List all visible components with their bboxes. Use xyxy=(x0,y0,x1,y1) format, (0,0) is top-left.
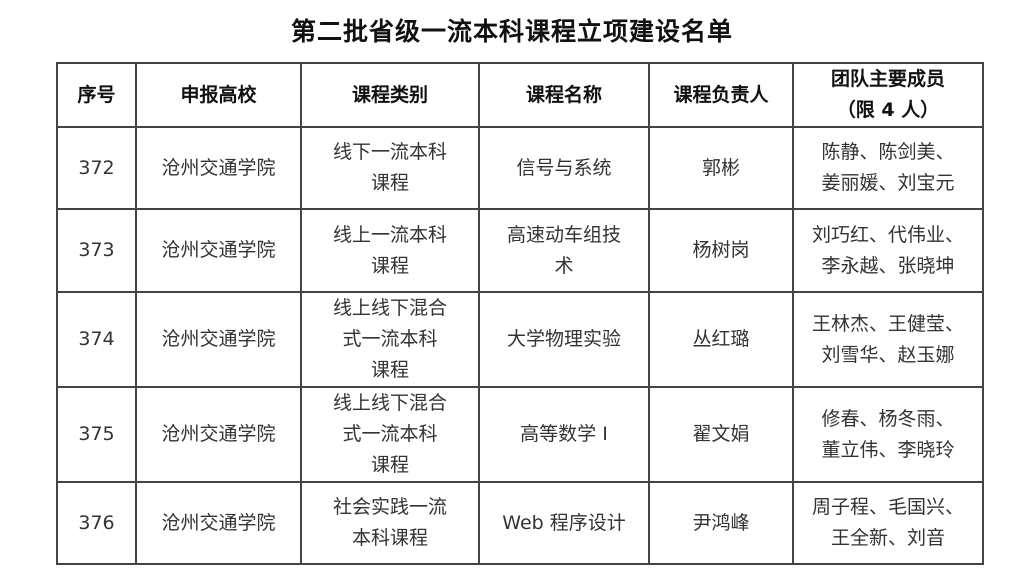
cell-category-line: 课程 xyxy=(370,454,409,476)
cell-course: Web 程序设计 xyxy=(478,481,650,565)
table-row: 375 沧州交通学院 线上线下混合 式一流本科 课程 高等数学 I 翟文娟 修春、杨冬雨、 董立… xyxy=(56,386,984,483)
cell-no: 372 xyxy=(56,126,137,210)
cell-school: 沧州交通学院 xyxy=(135,126,302,210)
cell-category-line: 课程 xyxy=(370,254,409,277)
cell-category: 线上一流本科 课程 xyxy=(300,208,480,293)
cell-category-line: 式一流本科 xyxy=(342,328,438,350)
table-header-row: 序号 申报高校 课程类别 课程名称 课程负责人 团队主要成员 （限 4 人） xyxy=(56,62,984,128)
header-category: 课程类别 xyxy=(300,62,480,128)
cell-course-line: 大学物理实验 xyxy=(506,328,621,350)
cell-category-line: 线上一流本科 xyxy=(332,223,447,246)
cell-course-line: 信号与系统 xyxy=(516,156,612,179)
cell-course-line: 术 xyxy=(554,254,574,277)
table-row: 374 沧州交通学院 线上线下混合 式一流本科 课程 大学物理实验 丛红璐 王林杰、王健莹、刘… xyxy=(56,291,984,388)
cell-school: 沧州交通学院 xyxy=(135,386,302,483)
cell-course-line: 高等数学 I xyxy=(520,423,608,445)
cell-members-line: 董立伟、李晓玲 xyxy=(821,438,955,461)
header-school: 申报高校 xyxy=(135,62,302,128)
cell-members-line: 王林杰、王健莹、 xyxy=(811,312,964,335)
cell-school: 沧州交通学院 xyxy=(135,481,302,565)
cell-leader: 杨树岗 xyxy=(648,208,794,293)
cell-members: 周子程、毛国兴、 王全新、刘音 xyxy=(792,481,984,565)
cell-school: 沧州交通学院 xyxy=(135,291,302,388)
document-title: 第二批省级一流本科课程立项建设名单 xyxy=(290,17,733,46)
cell-members-line: 周子程、毛国兴、 xyxy=(811,496,964,518)
cell-members: 王林杰、王健莹、 刘雪华、赵玉娜 xyxy=(792,291,984,388)
cell-school: 沧州交通学院 xyxy=(135,208,302,293)
cell-members-line: 刘巧红、代伟业、 xyxy=(811,223,964,246)
cell-leader: 丛红璐 xyxy=(648,291,794,388)
cell-category: 社会实践一流 本科课程 xyxy=(300,481,480,565)
cell-category-line: 线上线下混合 xyxy=(332,392,447,414)
cell-category-line: 式一流本科 xyxy=(342,423,438,445)
cell-members-line: 姜丽媛、刘宝元 xyxy=(821,172,955,194)
cell-course-line: 高速动车组技 xyxy=(506,223,621,246)
cell-members-line: 修春、杨冬雨、 xyxy=(821,407,955,430)
cell-members: 陈静、陈剑美、 姜丽媛、刘宝元 xyxy=(792,126,984,210)
cell-category-line: 线上线下混合 xyxy=(332,297,447,319)
cell-category: 线上线下混合 式一流本科课程 xyxy=(300,291,480,388)
cell-members: 刘巧红、代伟业、 李永越、张晓坤 xyxy=(792,208,984,293)
cell-no: 375 xyxy=(56,386,137,483)
cell-category-line: 线下一流本科 xyxy=(332,141,447,163)
cell-category-line: 本科课程 xyxy=(351,527,428,549)
header-members-line: 团队主要成员 xyxy=(830,68,945,90)
cell-category-line: 社会实践一流 xyxy=(332,496,447,518)
header-members: 团队主要成员 （限 4 人） xyxy=(792,62,984,128)
cell-category-line: 课程 xyxy=(370,172,409,194)
table-row: 373 沧州交通学院 线上一流本科 课程 高速动车组技术杨树岗 刘巧红、代伟业、 李永越、张… xyxy=(56,208,984,293)
table-row: 372 沧州交通学院 线下一流本科 课程 信号与系统 郭彬 陈静、陈剑美、 姜丽媛、刘宝元 xyxy=(56,126,984,210)
course-table: 序号 申报高校 课程类别 课程名称 课程负责人 团队主要成员 （限 4 人） 37… xyxy=(56,62,984,565)
cell-members-line: 李永越、张晓坤 xyxy=(821,254,955,277)
cell-no: 374 xyxy=(56,291,137,388)
cell-category: 线下一流本科 课程 xyxy=(300,126,480,210)
cell-leader: 尹鸿峰 xyxy=(648,481,794,565)
cell-course: 高速动车组技术 xyxy=(478,208,650,293)
table-row: 376 沧州交通学院 社会实践一流 本科课程 Web 程序设计 尹鸿峰 周子程、毛国兴、 王全… xyxy=(56,481,984,565)
cell-members-line: 刘雪华、赵玉娜 xyxy=(821,343,955,366)
cell-course: 大学物理实验 xyxy=(478,291,650,388)
cell-course: 信号与系统 xyxy=(478,126,650,210)
cell-course: 高等数学 I xyxy=(478,386,650,483)
header-no: 序号 xyxy=(56,62,137,128)
header-course: 课程名称 xyxy=(478,62,650,128)
cell-leader: 郭彬 xyxy=(648,126,794,210)
cell-category: 线上线下混合 式一流本科课程 xyxy=(300,386,480,483)
header-leader: 课程负责人 xyxy=(648,62,794,128)
cell-course-line: Web 程序设计 xyxy=(502,511,626,534)
cell-no: 376 xyxy=(56,481,137,565)
cell-members-line: 陈静、陈剑美、 xyxy=(821,141,955,163)
cell-members: 修春、杨冬雨、 董立伟、李晓玲 xyxy=(792,386,984,483)
cell-category-line: 课程 xyxy=(370,359,409,381)
cell-no: 373 xyxy=(56,208,137,293)
cell-leader: 翟文娟 xyxy=(648,386,794,483)
cell-members-line: 王全新、刘音 xyxy=(830,527,945,549)
header-members-line: （限 4 人） xyxy=(836,99,940,121)
